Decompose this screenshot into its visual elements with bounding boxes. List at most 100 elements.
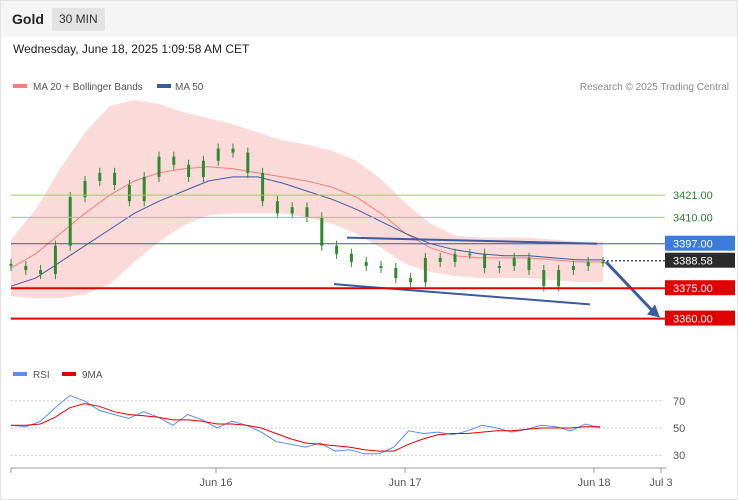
projection-arrow-head <box>647 304 660 318</box>
candle-body <box>113 172 117 185</box>
candle <box>497 260 501 274</box>
candle <box>320 212 324 251</box>
candle-body <box>231 148 235 153</box>
candle <box>98 167 102 187</box>
rsi-line <box>10 394 601 455</box>
candle <box>246 147 250 178</box>
candle <box>157 151 161 182</box>
ma50-line <box>10 176 603 287</box>
level-label-bg <box>665 252 735 268</box>
candle <box>349 248 353 267</box>
legend-label-ma50: MA 50 <box>175 82 204 93</box>
candle <box>201 155 205 182</box>
level-label: 3421.00 <box>673 190 713 202</box>
legend-swatch-rsi <box>13 372 27 376</box>
candle-body <box>275 201 279 214</box>
candle-body <box>305 207 309 218</box>
rsi-tick-label: 70 <box>673 396 685 408</box>
candle-body <box>261 172 265 202</box>
candle-body <box>24 265 28 270</box>
candle-body <box>68 197 72 246</box>
candle-body <box>335 245 339 254</box>
channel-upper-line <box>346 236 598 245</box>
candle <box>172 151 176 170</box>
candle <box>290 202 294 219</box>
level-label: 3360.00 <box>673 314 713 326</box>
header-bar: Gold 30 MIN <box>1 1 737 37</box>
level-target: 3421.00 <box>11 190 713 202</box>
timeframe-badge[interactable]: 30 MIN <box>52 8 105 31</box>
rsi-tick-label: 30 <box>673 450 685 462</box>
x-tick-label: Jun 18 <box>577 477 610 489</box>
legend-label-ma20: MA 20 + Bollinger Bands <box>33 82 143 93</box>
candle-body <box>512 257 516 266</box>
candle-body <box>453 253 457 262</box>
candle <box>39 264 43 280</box>
rsi-tick-label: 50 <box>673 423 685 435</box>
watermark: Research © 2025 Trading Central <box>580 82 729 93</box>
symbol-title: Gold <box>12 11 44 27</box>
legend-label-rsi: RSI <box>33 370 50 381</box>
candle-body <box>497 265 501 268</box>
level-label-bg <box>665 310 735 326</box>
level-last: 3388.58 <box>603 252 735 268</box>
legend-label-rsi-ma: 9MA <box>82 370 103 381</box>
legend-swatch-rsi-ma <box>62 372 76 376</box>
candle-body <box>586 261 590 266</box>
level-label: 3397.00 <box>673 239 713 251</box>
candle-body <box>349 253 353 262</box>
candle-body <box>9 263 13 266</box>
candle-body <box>542 270 546 287</box>
candle <box>83 175 87 203</box>
candle-body <box>483 253 487 268</box>
candle <box>423 252 427 288</box>
candle-body <box>83 180 87 198</box>
candle <box>24 260 28 276</box>
candle <box>142 171 146 207</box>
level-label: 3375.00 <box>673 283 713 295</box>
candle-body <box>216 148 220 161</box>
level-label-bg <box>665 235 735 251</box>
candle-body <box>438 257 442 262</box>
candle-body <box>557 270 561 287</box>
candle-body <box>187 164 191 177</box>
level-label-bg <box>665 280 735 296</box>
candle <box>586 256 590 272</box>
level-label: 3410.00 <box>673 212 713 224</box>
level-pivot: 3397.00 <box>11 235 735 251</box>
candle <box>557 264 561 292</box>
candle-body <box>394 267 398 279</box>
candle <box>394 262 398 284</box>
candle <box>409 273 413 288</box>
channel-lower-line <box>333 283 591 306</box>
candle <box>127 179 131 207</box>
candle <box>601 256 605 267</box>
candle-body <box>246 152 250 173</box>
candle <box>216 143 220 166</box>
candle-body <box>468 253 472 256</box>
candle <box>231 143 235 158</box>
candle-body <box>571 265 575 270</box>
candle-body <box>601 261 605 264</box>
candle <box>453 248 457 267</box>
candle-body <box>379 265 383 268</box>
level-target: 3410.00 <box>11 212 713 224</box>
candle-body <box>127 185 131 202</box>
candle <box>379 260 383 274</box>
candle <box>68 192 72 251</box>
candle <box>305 202 309 223</box>
candle <box>364 256 368 272</box>
rsi-ma-line <box>11 403 600 452</box>
candle <box>113 167 117 191</box>
x-tick-label: Jun 16 <box>199 477 232 489</box>
candle <box>483 248 487 274</box>
candle <box>261 167 265 207</box>
candle-body <box>39 270 43 275</box>
candle <box>527 252 531 276</box>
candle-body <box>172 156 176 165</box>
candle-body <box>423 257 427 283</box>
candle <box>438 252 442 267</box>
candle-body <box>364 261 368 266</box>
candle <box>275 196 279 219</box>
